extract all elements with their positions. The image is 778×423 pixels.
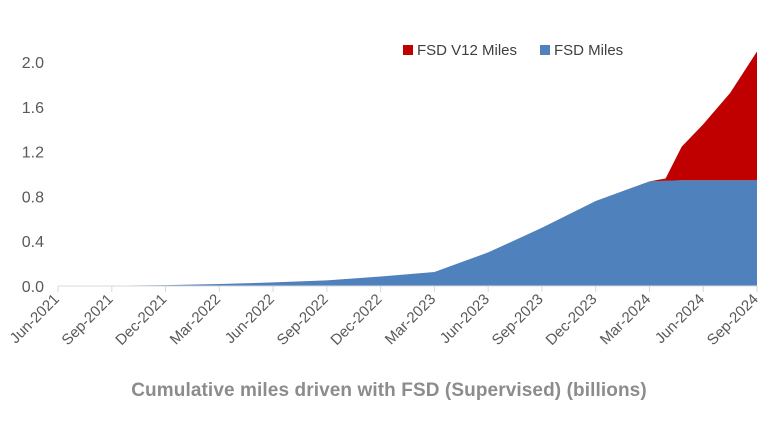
y-tick-label: 1.2: [22, 145, 44, 162]
y-tick-label: 0.8: [22, 189, 44, 206]
y-tick-label: 2.0: [22, 55, 44, 72]
y-tick-label: 1.6: [22, 100, 44, 117]
x-tick-label: Dec-2022: [327, 291, 385, 349]
area-fsd-miles: [58, 180, 757, 286]
x-tick-label: Mar-2023: [382, 291, 439, 348]
area-layer: [58, 51, 757, 286]
x-tick-label: Jun-2022: [222, 291, 278, 347]
x-tick-label: Mar-2024: [597, 291, 654, 348]
legend: FSD V12 Miles FSD Miles: [403, 42, 623, 59]
x-tick-label: Jun-2021: [7, 291, 63, 347]
area-fsd-v12-miles: [638, 51, 757, 186]
x-tick-label: Sep-2023: [489, 291, 547, 349]
x-tick-label: Sep-2024: [704, 291, 762, 349]
legend-swatch: [540, 45, 550, 55]
x-tick-label: Dec-2023: [543, 291, 601, 349]
chart-title: Cumulative miles driven with FSD (Superv…: [131, 380, 647, 401]
x-tick-label: Dec-2021: [112, 291, 170, 349]
legend-swatch: [403, 45, 413, 55]
x-tick-label: Jun-2024: [652, 291, 708, 347]
x-tick-label: Sep-2022: [274, 291, 332, 349]
x-tick-label: Mar-2022: [167, 291, 224, 348]
y-tick-label: 0.4: [22, 234, 44, 251]
legend-item-fsd-miles: FSD Miles: [554, 42, 623, 59]
x-tick-label: Jun-2023: [437, 291, 493, 347]
y-tick-label: 0.0: [22, 279, 44, 296]
x-tick-label: Sep-2021: [59, 291, 117, 349]
legend-item-fsd-v12-miles: FSD V12 Miles: [417, 42, 517, 59]
